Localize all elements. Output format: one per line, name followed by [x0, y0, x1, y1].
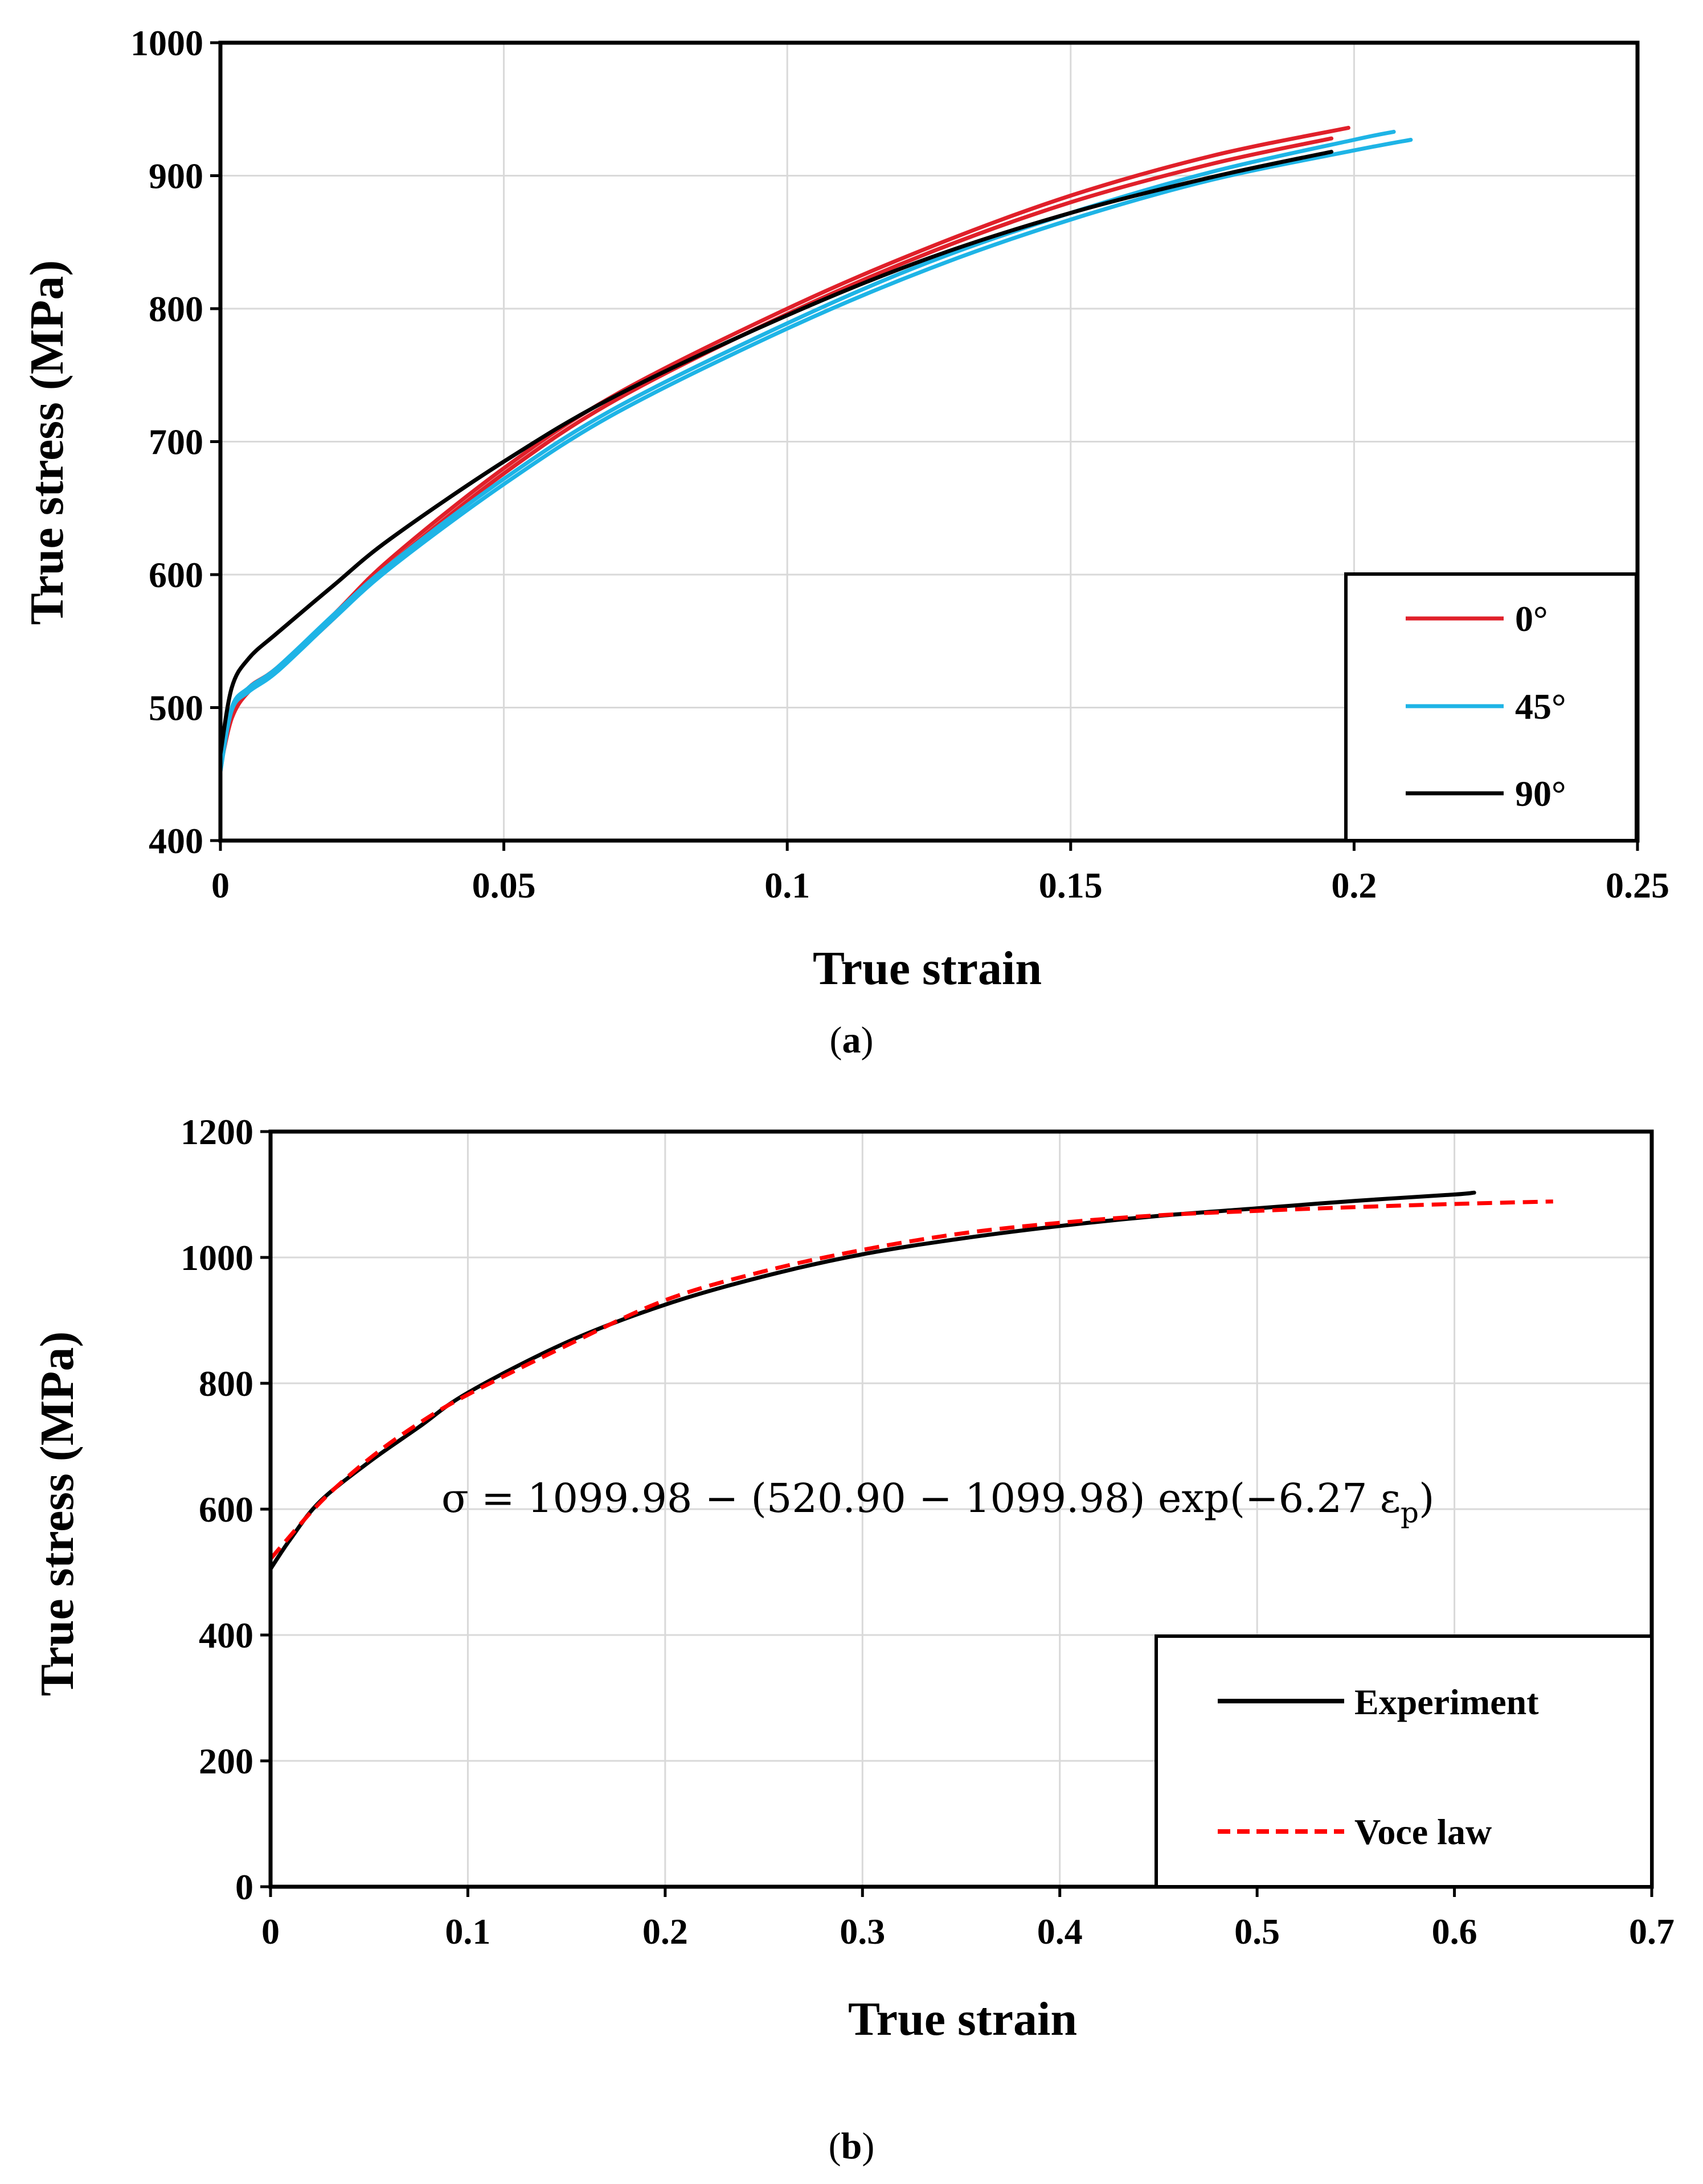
y-tick-label: 800 — [149, 289, 203, 329]
legend-label-experiment: Experiment — [1354, 1682, 1539, 1722]
panel-label-b: (b) — [829, 2125, 875, 2167]
chart-b-ticks: 0 0.1 0.2 0.3 0.4 0.5 0.6 0.7 0 200 400 600 800 1000 1… — [181, 1112, 1675, 1952]
series-line-45-3 — [218, 129, 1396, 774]
y-tick-label: 400 — [149, 821, 203, 861]
x-tick-label: 0.6 — [1432, 1911, 1477, 1952]
y-tick-label: 0 — [235, 1867, 253, 1907]
y-tick-label: 600 — [199, 1489, 253, 1530]
x-tick-label: 0.4 — [1037, 1911, 1083, 1952]
series-line-vocelaw-1 — [269, 1199, 1553, 1560]
x-tick-label: 0 — [211, 865, 230, 905]
y-tick-label: 400 — [199, 1615, 253, 1656]
y-tick-label: 500 — [149, 688, 203, 728]
y-tick-label: 900 — [149, 156, 203, 196]
x-tick-label: 0.3 — [840, 1911, 885, 1952]
chart-a-xlabel: True strain — [813, 942, 1042, 995]
y-tick-label: 800 — [199, 1363, 253, 1404]
x-tick-label: 0.1 — [445, 1911, 490, 1952]
y-tick-label: 1000 — [181, 1238, 253, 1278]
y-tick-label: 1200 — [181, 1112, 253, 1152]
chart-b-legend-box — [1155, 1634, 1653, 1888]
chart-a-ticks: 0 0.05 0.1 0.15 0.2 0.25 400 500 600 700 800 900 100… — [130, 23, 1669, 905]
x-tick-label: 0.2 — [1331, 865, 1377, 905]
chart-b-xlabel: True strain — [848, 1993, 1077, 2046]
legend-label-45deg: 45° — [1515, 686, 1566, 727]
panel-label-a: (a) — [830, 1019, 874, 1061]
chart-a: 0 0.05 0.1 0.15 0.2 0.25 400 500 600 700 800 900 100… — [21, 23, 1669, 1061]
series-line-0-0 — [218, 125, 1350, 770]
series-line-90-4 — [218, 150, 1334, 756]
chart-b: 0 0.1 0.2 0.3 0.4 0.5 0.6 0.7 0 200 400 600 800 1000 1… — [31, 1112, 1675, 2167]
legend-label-voce-law: Voce law — [1354, 1812, 1492, 1852]
x-tick-label: 0.1 — [764, 865, 810, 905]
x-tick-label: 0.15 — [1039, 865, 1103, 905]
x-tick-label: 0.2 — [642, 1911, 688, 1952]
chart-b-ylabel: True stress (MPa) — [31, 1331, 84, 1697]
series-line-45-2 — [218, 138, 1413, 774]
chart-b-equation-annotation: σ = 1099.98 − (520.90 − 1099.98) exp(−6.… — [441, 1475, 1434, 1529]
x-tick-label: 0.7 — [1629, 1911, 1675, 1952]
chart-a-series — [218, 125, 1413, 774]
legend-label-0deg: 0° — [1515, 599, 1548, 639]
chart-b-legend: Experiment Voce law — [1155, 1634, 1653, 1888]
chart-a-ylabel: True stress (MPa) — [21, 260, 73, 625]
x-tick-label: 0 — [261, 1911, 280, 1952]
y-tick-label: 200 — [199, 1741, 253, 1781]
x-tick-label: 0.05 — [472, 865, 536, 905]
y-tick-label: 600 — [149, 555, 203, 595]
y-tick-label: 1000 — [130, 23, 203, 63]
x-tick-label: 0.25 — [1606, 865, 1669, 905]
chart-a-grid — [220, 43, 1638, 841]
chart-a-legend: 0° 45° 90° — [1344, 572, 1638, 842]
y-tick-label: 700 — [149, 422, 203, 462]
series-line-experiment-0 — [268, 1190, 1476, 1571]
chart-b-series — [268, 1190, 1553, 1571]
series-line-0-1 — [218, 136, 1334, 770]
legend-label-90deg: 90° — [1515, 773, 1566, 814]
x-tick-label: 0.5 — [1234, 1911, 1280, 1952]
